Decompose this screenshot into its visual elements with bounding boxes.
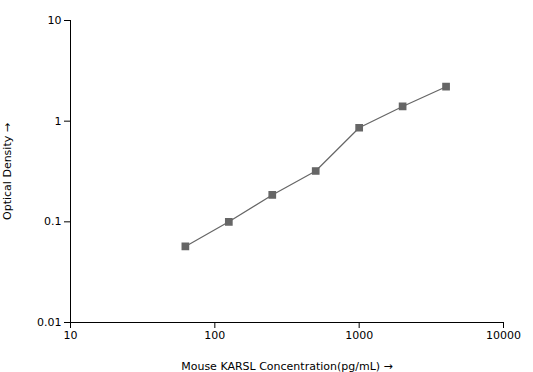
svg-text:Optical Density →: Optical Density → <box>1 123 14 220</box>
svg-text:0.01: 0.01 <box>37 316 62 329</box>
svg-text:10: 10 <box>64 329 78 342</box>
svg-text:1: 1 <box>55 115 62 128</box>
svg-text:Mouse KARSL Concentration(pg/m: Mouse KARSL Concentration(pg/mL) → <box>181 360 393 372</box>
svg-text:0.1: 0.1 <box>44 215 62 228</box>
svg-text:100: 100 <box>204 329 225 342</box>
svg-text:10000: 10000 <box>486 329 521 342</box>
svg-text:10: 10 <box>48 14 62 27</box>
svg-text:1000: 1000 <box>345 329 373 342</box>
